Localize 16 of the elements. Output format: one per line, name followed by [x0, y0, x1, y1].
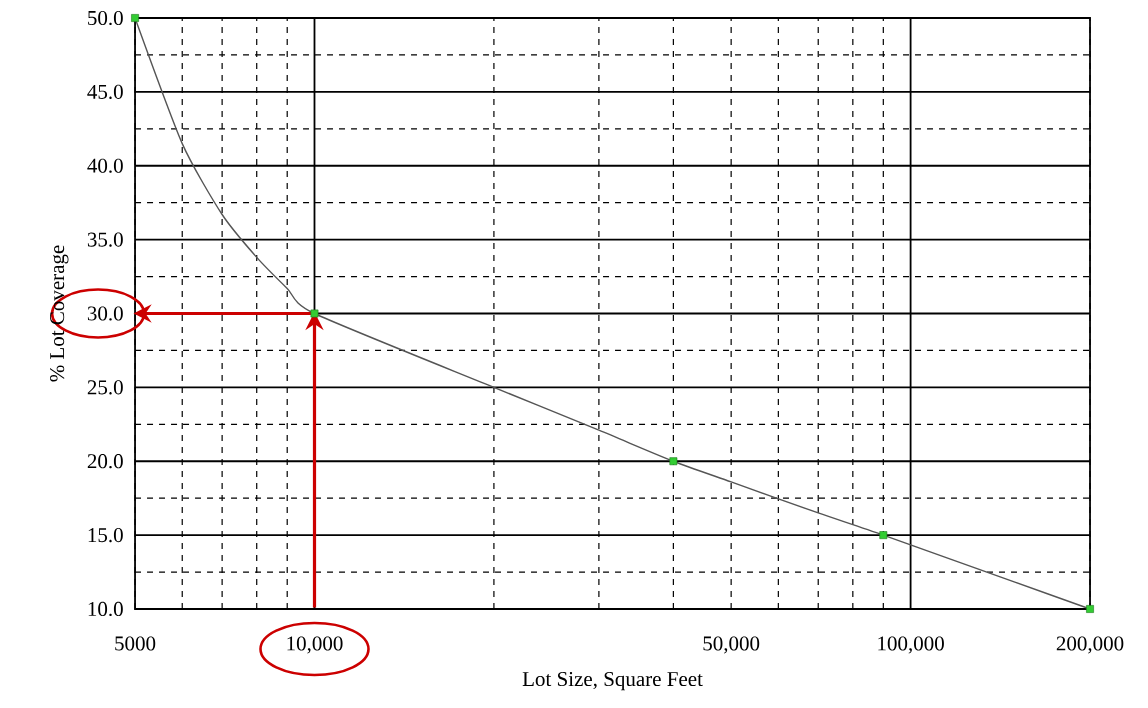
x-tick-label: 10,000	[287, 636, 343, 654]
y-tick-label: 45.0	[87, 84, 123, 99]
y-axis-title: % Lot Coverage	[50, 245, 69, 382]
y-tick-label: 30.0	[87, 306, 123, 321]
x-tick-label: 100,000	[878, 636, 944, 654]
y-tick-label: 20.0	[87, 454, 123, 469]
x-tick-label: 5000	[115, 636, 156, 651]
x-tick-label: 50,000	[703, 636, 760, 654]
y-tick-label: 35.0	[87, 232, 123, 247]
x-axis-title: Lot Size, Square Feet	[522, 671, 703, 691]
y-tick-label: 10.0	[88, 601, 123, 617]
y-tick-label: 15.0	[88, 527, 123, 543]
x-tick-label: 200,000	[1056, 636, 1124, 654]
y-tick-label: 40.0	[87, 158, 123, 173]
y-tick-label: 25.0	[87, 380, 123, 395]
y-tick-label: 50.0	[88, 10, 123, 26]
